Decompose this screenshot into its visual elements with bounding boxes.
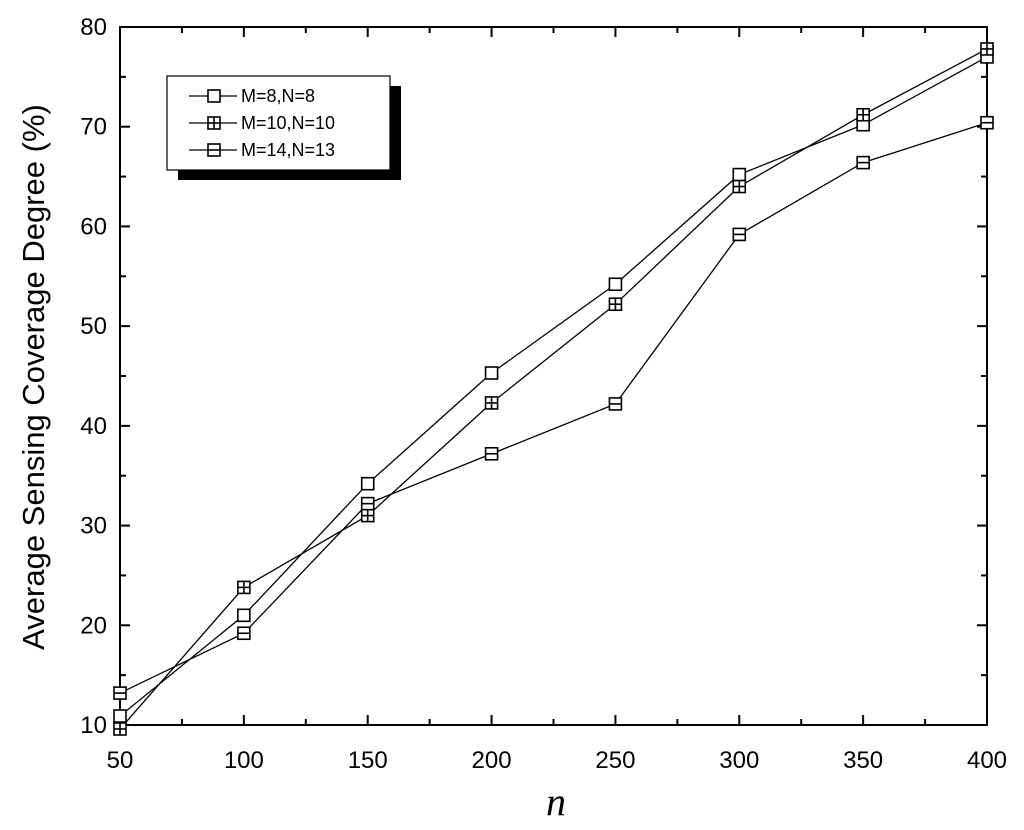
data-point — [237, 608, 251, 623]
data-point — [608, 297, 623, 312]
data-point-marker — [237, 608, 251, 623]
data-point — [732, 227, 747, 242]
x-tick-label: 150 — [348, 747, 388, 774]
y-tick-label: 60 — [80, 213, 107, 240]
x-tick-label: 50 — [107, 747, 134, 774]
data-point-marker — [113, 709, 127, 723]
y-axis-title: Average Sensing Coverage Degree (%) — [16, 104, 51, 650]
data-point — [484, 446, 499, 461]
x-tick-label: 300 — [719, 747, 759, 774]
data-point — [113, 722, 127, 736]
y-tick-label: 20 — [80, 612, 107, 639]
series-2 — [113, 42, 994, 736]
legend-marker — [207, 89, 221, 103]
x-tick-label: 250 — [595, 747, 635, 774]
data-point — [113, 686, 127, 700]
y-tick-label: 50 — [80, 313, 107, 340]
data-point — [732, 167, 747, 182]
series-3 — [113, 115, 994, 700]
data-point — [608, 397, 623, 411]
data-point-marker — [484, 366, 499, 380]
x-axis-title: n — [546, 779, 566, 824]
series-line — [119, 48, 988, 730]
data-point — [113, 709, 127, 723]
series-line — [119, 122, 988, 694]
data-point — [856, 155, 870, 170]
data-point — [980, 115, 994, 130]
data-point — [360, 476, 375, 491]
data-point — [237, 626, 251, 641]
data-point — [732, 179, 747, 194]
data-point — [360, 508, 375, 523]
data-point — [484, 366, 499, 380]
data-point — [237, 580, 251, 595]
data-point — [856, 107, 870, 122]
data-point-marker — [732, 167, 747, 182]
data-point — [484, 396, 499, 410]
y-tick-label: 40 — [80, 413, 107, 440]
legend-label: M=10,N=10 — [241, 113, 335, 133]
legend-label: M=14,N=13 — [241, 140, 335, 160]
series-line — [119, 56, 988, 717]
data-point — [980, 42, 994, 56]
x-tick-label: 100 — [224, 747, 264, 774]
y-tick-label: 30 — [80, 513, 107, 540]
data-point-marker — [360, 476, 375, 491]
y-tick-label: 70 — [80, 114, 107, 141]
data-point — [360, 496, 375, 511]
y-tick-label: 80 — [80, 14, 107, 41]
legend-label: M=8,N=8 — [241, 86, 315, 106]
x-tick-label: 200 — [472, 747, 512, 774]
legend: M=8,N=8 M=10,N=10 M=14,N=13 — [166, 75, 401, 180]
x-tick-label: 350 — [843, 747, 883, 774]
data-point — [608, 277, 623, 292]
y-tick-label: 10 — [80, 712, 107, 739]
data-point-marker — [608, 277, 623, 292]
x-tick-label: 400 — [967, 747, 1007, 774]
